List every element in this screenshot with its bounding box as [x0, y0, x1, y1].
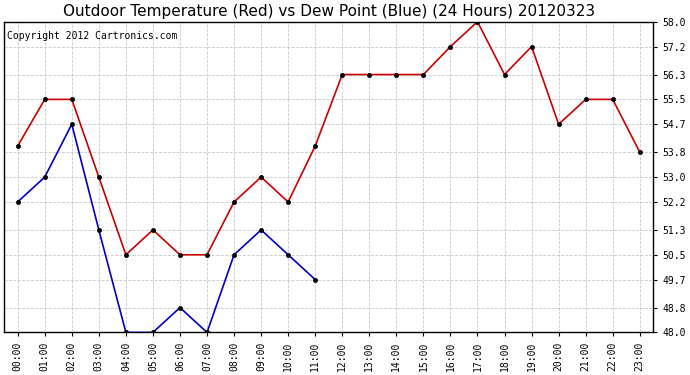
Title: Outdoor Temperature (Red) vs Dew Point (Blue) (24 Hours) 20120323: Outdoor Temperature (Red) vs Dew Point (…: [63, 4, 595, 19]
Text: Copyright 2012 Cartronics.com: Copyright 2012 Cartronics.com: [8, 31, 178, 41]
